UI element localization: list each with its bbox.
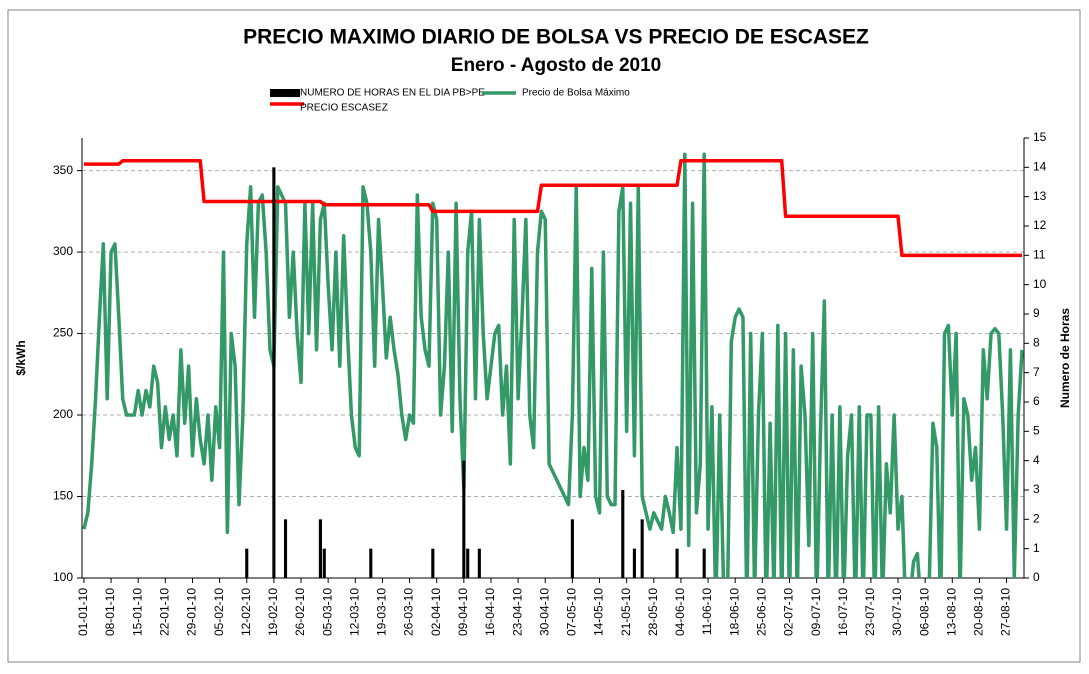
x-tick-label: 04-06-10 (673, 588, 687, 636)
x-tick-label: 05-03-10 (320, 588, 334, 636)
x-tick-label: 06-08-10 (917, 588, 931, 636)
x-tick-label: 15-01-10 (130, 588, 144, 636)
x-tick-label: 29-01-10 (185, 588, 199, 636)
y2-tick-label: 6 (1033, 394, 1040, 408)
x-tick-label: 08-01-10 (103, 588, 117, 636)
bar (318, 519, 322, 578)
x-tick-label: 30-07-10 (890, 588, 904, 636)
bar (272, 167, 276, 578)
bar (640, 519, 644, 578)
x-tick-label: 28-05-10 (646, 588, 660, 636)
line-series (83, 159, 1023, 258)
x-tick-label: 14-05-10 (592, 588, 606, 636)
plot-area (82, 152, 1024, 578)
y2-tick-label: 1 (1033, 541, 1040, 555)
bar (621, 490, 625, 578)
y2-tick-label: 12 (1033, 218, 1047, 232)
y2-axis-label: Numero de Horas (1058, 308, 1072, 408)
y2-tick-label: 7 (1033, 365, 1040, 379)
y2-tick-label: 0 (1033, 570, 1040, 584)
bar (462, 460, 466, 578)
legend-label: Precio de Bolsa Máximo (522, 88, 630, 99)
y2-tick-label: 14 (1033, 160, 1047, 174)
bar (431, 548, 435, 578)
y-tick-label: 350 (53, 163, 73, 177)
y2-tick-label: 5 (1033, 424, 1040, 438)
x-tick-label: 12-02-10 (239, 588, 253, 636)
bar (477, 548, 481, 578)
x-tick-label: 25-06-10 (755, 588, 769, 636)
x-tick-label: 09-07-10 (809, 588, 823, 636)
x-tick-label: 16-04-10 (483, 588, 497, 636)
x-tick-label: 21-05-10 (619, 588, 633, 636)
y2-tick-label: 2 (1033, 512, 1040, 526)
y2-tick-label: 10 (1033, 277, 1047, 291)
x-tick-label: 01-01-10 (76, 588, 90, 636)
line-series (82, 152, 1024, 578)
legend-swatch (270, 89, 300, 97)
bar (632, 548, 636, 578)
chart-subtitle: Enero - Agosto de 2010 (451, 55, 661, 76)
x-tick-label: 07-05-10 (565, 588, 579, 636)
x-tick-label: 22-01-10 (158, 588, 172, 636)
x-tick-label: 23-07-10 (863, 588, 877, 636)
y2-tick-label: 3 (1033, 482, 1040, 496)
x-tick-label: 19-02-10 (266, 588, 280, 636)
x-tick-label: 30-04-10 (537, 588, 551, 636)
x-tick-label: 26-03-10 (402, 588, 416, 636)
x-tick-label: 11-06-10 (700, 588, 714, 635)
x-tick-label: 02-07-10 (782, 588, 796, 636)
y-tick-label: 150 (53, 489, 73, 503)
y2-tick-label: 13 (1033, 189, 1047, 203)
y-tick-label: 200 (53, 407, 73, 421)
x-tick-label: 20-08-10 (972, 588, 986, 636)
chart-title: PRECIO MAXIMO DIARIO DE BOLSA VS PRECIO … (243, 26, 869, 49)
y2-tick-label: 8 (1033, 336, 1040, 350)
bar (466, 548, 470, 578)
y-tick-label: 250 (53, 326, 73, 340)
y2-tick-label: 15 (1033, 130, 1047, 144)
x-tick-label: 02-04-10 (429, 588, 443, 636)
bar (322, 548, 326, 578)
legend-label: NUMERO DE HORAS EN EL DIA PB>PE (300, 88, 485, 99)
bar (675, 548, 679, 578)
x-tick-label: 23-04-10 (510, 588, 524, 636)
x-tick-label: 05-02-10 (212, 588, 226, 636)
x-tick-label: 16-07-10 (836, 588, 850, 636)
y2-tick-label: 4 (1033, 453, 1040, 467)
y-axis-label: $/kWh (14, 340, 28, 375)
y-tick-label: 300 (53, 244, 73, 258)
x-tick-label: 12-03-10 (347, 588, 361, 636)
x-tick-label: 13-08-10 (944, 588, 958, 636)
y2-tick-label: 9 (1033, 306, 1040, 320)
bar (245, 548, 249, 578)
bar (570, 519, 574, 578)
bar (369, 548, 373, 578)
x-tick-label: 27-08-10 (999, 588, 1013, 636)
x-tick-label: 19-03-10 (375, 588, 389, 636)
bar (702, 548, 706, 578)
x-tick-label: 26-02-10 (293, 588, 307, 636)
chart-frame (7, 9, 1081, 663)
y-tick-label: 100 (53, 570, 73, 584)
bar (283, 519, 288, 578)
y2-tick-label: 11 (1033, 248, 1046, 262)
x-tick-label: 09-04-10 (456, 588, 470, 636)
legend-label: PRECIO ESCASEZ (300, 103, 388, 114)
x-tick-label: 18-06-10 (727, 588, 741, 636)
